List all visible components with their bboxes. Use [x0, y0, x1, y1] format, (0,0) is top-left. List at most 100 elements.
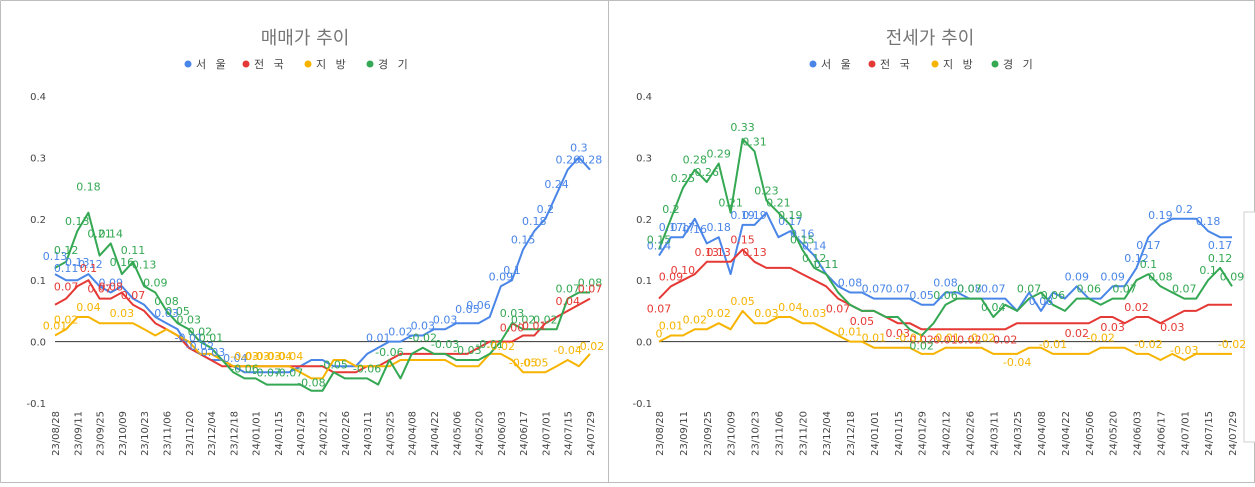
data-label: 0.09: [1220, 270, 1245, 283]
data-label: 0.15: [790, 234, 815, 247]
x-tick-label: 23/10/09: [727, 411, 738, 456]
data-label: 0.02: [533, 313, 558, 326]
data-label: 0.10: [671, 264, 696, 277]
x-tick-label: 24/06/17: [1156, 411, 1167, 456]
x-tick-label: 24/01/15: [894, 411, 905, 456]
data-label: 0.01: [522, 319, 547, 332]
x-tick-label: 23/08/28: [51, 411, 62, 456]
data-label: 0.06: [466, 299, 491, 312]
data-label: 0.03: [754, 307, 779, 320]
data-label: 0.31: [742, 135, 767, 148]
data-label: 0.07: [1172, 283, 1197, 296]
data-label: -0.02: [1218, 338, 1246, 351]
x-tick-label: 24/04/08: [408, 411, 419, 456]
x-tick-label: 24/01/01: [252, 411, 263, 456]
data-label: 0.17: [671, 221, 696, 234]
data-label: 0.02: [706, 307, 731, 320]
data-label: 0.28: [683, 154, 708, 167]
data-label: 0.03: [154, 307, 179, 320]
y-tick-label: 0.0: [636, 338, 652, 349]
x-tick-label: 24/07/15: [1204, 411, 1215, 456]
data-label: -0.01: [175, 332, 203, 345]
data-label: 0.21: [87, 228, 112, 241]
legend-label: 전 국: [880, 58, 913, 71]
data-label: -0.04: [264, 350, 292, 363]
data-label: -0.02: [1086, 332, 1114, 345]
data-label: 0.08: [838, 276, 863, 289]
data-label: 0.13: [132, 258, 157, 271]
data-label: 0.07: [647, 303, 672, 316]
data-label: -0.07: [253, 367, 281, 380]
data-label: 0.19: [730, 209, 755, 222]
data-label: 0.08: [98, 281, 123, 294]
data-label: 0.19: [1148, 209, 1173, 222]
x-tick-label: 24/02/12: [319, 411, 330, 456]
data-label: 0.13: [742, 246, 767, 259]
x-tick-label: 23/12/04: [207, 411, 218, 456]
legend-marker-2: [931, 60, 939, 68]
data-label: 0.12: [1124, 252, 1149, 265]
data-label: 0.07: [578, 283, 603, 296]
data-label: 0.15: [647, 234, 672, 247]
data-label: 0.03: [411, 319, 436, 332]
data-label: -0.03: [253, 350, 281, 363]
data-label: 0.01: [862, 332, 887, 345]
x-tick-label: 23/09/11: [679, 411, 690, 456]
data-label: -0.03: [1170, 344, 1198, 357]
data-label: 0.05: [165, 305, 190, 318]
data-label: -0.01: [895, 332, 923, 345]
data-label: 0.13: [43, 250, 68, 263]
x-tick-label: 24/02/12: [942, 411, 953, 456]
y-tick-label: 0.1: [636, 276, 652, 287]
data-label: 0.04: [555, 295, 580, 308]
x-tick-label: 24/07/29: [586, 411, 597, 456]
data-label: 0.07: [54, 281, 79, 294]
data-label: -0.06: [230, 362, 258, 375]
data-label: 0.07: [555, 283, 580, 296]
data-label: 0.17: [1208, 239, 1233, 252]
data-label: 0.13: [706, 246, 731, 259]
data-label: 0.18: [522, 215, 547, 228]
data-label: 0.08: [154, 295, 179, 308]
data-label: 0.07: [1017, 283, 1042, 296]
data-label: 0.11: [814, 258, 839, 271]
data-label: 0.01: [838, 326, 863, 339]
data-label: 0: [656, 328, 663, 341]
y-tick-label: 0.4: [636, 92, 652, 103]
x-tick-label: 23/12/18: [846, 411, 857, 456]
x-tick-label: 24/05/06: [1085, 411, 1096, 456]
right-edge-panel: [1243, 211, 1255, 443]
data-label: 0.08: [933, 276, 958, 289]
data-label: 0.13: [65, 215, 90, 228]
x-tick-label: 24/07/01: [541, 411, 552, 456]
data-label: 0.02: [511, 313, 536, 326]
series-line-0: [54, 156, 591, 374]
data-label: 0.18: [76, 181, 101, 194]
series-line-2: [54, 316, 591, 380]
data-label: 0.07: [121, 289, 146, 302]
data-label: -0.12: [74, 258, 102, 271]
y-tick-label: 0.3: [30, 153, 46, 164]
x-tick-label: 23/10/23: [140, 411, 151, 456]
data-label: 0.18: [706, 221, 731, 234]
data-label: 0.05: [850, 315, 875, 328]
legend-label: 경 기: [378, 58, 411, 71]
data-label: 0.13: [65, 256, 90, 269]
x-tick-label: 24/01/15: [274, 411, 285, 456]
data-label: 0.04: [76, 301, 101, 314]
data-label: 0.07: [981, 283, 1006, 296]
series-line-3: [658, 138, 1233, 337]
series-line-0: [658, 211, 1232, 312]
x-tick-label: 24/03/25: [385, 411, 396, 456]
x-tick-label: 24/01/29: [918, 411, 929, 456]
x-tick-label: 24/07/01: [1180, 411, 1191, 456]
data-label: 0.07: [826, 303, 851, 316]
legend-marker-0: [184, 60, 192, 68]
data-label: 0.06: [933, 289, 958, 302]
data-label: 0.18: [1196, 215, 1221, 228]
data-label: -0.03: [197, 346, 225, 359]
data-label: -0.04: [275, 350, 303, 363]
y-tick-label: -0.1: [632, 399, 652, 410]
x-tick-label: 23/12/18: [229, 411, 240, 456]
data-label: 0.12: [802, 252, 827, 265]
